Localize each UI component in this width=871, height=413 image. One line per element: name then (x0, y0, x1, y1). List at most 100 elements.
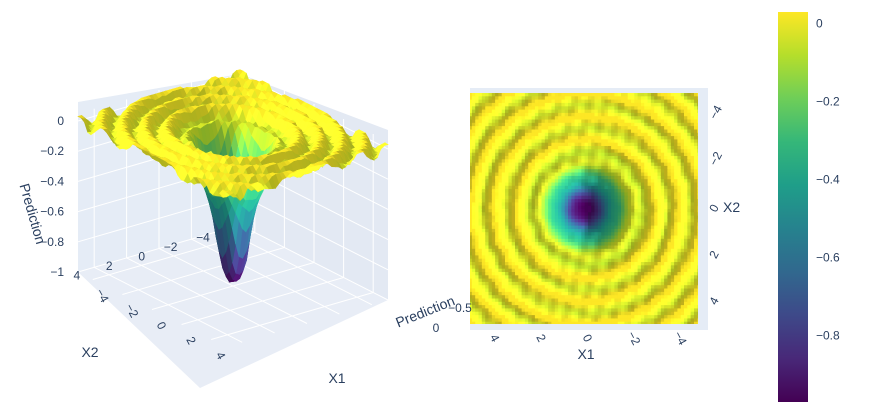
surface-cell (590, 182, 595, 187)
surface-cell (696, 179, 698, 184)
surface-cell (623, 96, 628, 101)
surface-cell (564, 182, 568, 187)
surface-cell (650, 281, 655, 286)
surface-cell (647, 318, 651, 323)
surface-cell (603, 199, 608, 203)
surface-cell (666, 175, 671, 180)
surface-cell (627, 272, 631, 276)
surface-cell (656, 295, 661, 300)
surface-cell (623, 175, 628, 180)
surface-cell (673, 149, 678, 154)
surface-cell (656, 291, 661, 296)
surface-cell (643, 205, 648, 210)
surface-cell (637, 102, 641, 107)
surface-cell (647, 212, 651, 217)
surface-cell (676, 136, 681, 140)
surface-cell (607, 275, 612, 280)
surface-cell (656, 288, 661, 293)
surface-cell (683, 156, 688, 160)
surface-cell (600, 301, 605, 306)
surface-cell (660, 159, 665, 164)
surface-cell (693, 301, 698, 306)
surface-cell (633, 235, 638, 240)
surface-cell (610, 132, 615, 137)
surface-cell (623, 212, 628, 217)
surface-cell (643, 96, 648, 101)
surface-cell (647, 291, 651, 296)
surface-cell (640, 311, 645, 316)
surface-cell (693, 182, 698, 187)
surface-cell (600, 281, 605, 286)
surface-cell (630, 252, 635, 256)
surface-cell (627, 179, 631, 184)
surface-cell (593, 265, 598, 270)
surface-cell (574, 175, 578, 180)
surface-cell (666, 122, 671, 127)
surface-cell (574, 321, 578, 324)
surface-cell (666, 165, 671, 170)
surface-cell (627, 308, 631, 313)
surface-cell (643, 311, 648, 316)
surface-cell (580, 238, 585, 243)
surface-cell (637, 96, 641, 101)
surface-cell (683, 238, 688, 243)
surface-cell (673, 318, 678, 323)
surface-cell (593, 156, 598, 160)
surface-cell (690, 272, 694, 276)
surface-cell (637, 212, 641, 217)
surface-cell (696, 242, 698, 246)
surface-cell (623, 305, 628, 309)
surface-cell (647, 99, 651, 104)
surface-cell (633, 258, 638, 263)
surface-cell (656, 285, 661, 290)
surface-cell (580, 255, 585, 260)
surface-cell (600, 308, 605, 313)
surface-cell (597, 146, 602, 150)
surface-cell (666, 291, 671, 296)
surface-cell (660, 106, 665, 111)
surface-cell (696, 126, 698, 130)
surface-cell (633, 285, 638, 290)
surface-cell (584, 156, 588, 160)
surface-cell (693, 169, 698, 174)
surface-cell (587, 102, 592, 107)
surface-cell (630, 222, 635, 227)
surface-cell (613, 248, 618, 253)
surface-cell (574, 93, 578, 97)
surface-cell (653, 255, 658, 260)
surface-cell (610, 318, 615, 323)
surface-cell (656, 318, 661, 323)
surface-cell (693, 185, 698, 190)
surface-cell (580, 305, 585, 309)
surface-cell (610, 179, 615, 184)
surface-cell (623, 106, 628, 111)
surface-cell (620, 218, 625, 223)
surface-cell (690, 232, 694, 237)
surface-cell (613, 96, 618, 101)
surface-cell (580, 172, 585, 177)
surface-cell (693, 225, 698, 230)
surface-cell (603, 182, 608, 187)
surface-cell (574, 235, 578, 240)
surface-cell (673, 202, 678, 207)
surface-cell (584, 232, 588, 237)
surface-cell (640, 142, 645, 147)
surface-cell (676, 119, 681, 124)
surface-cell (673, 159, 678, 164)
surface-cell (590, 179, 595, 184)
surface-cell (564, 202, 568, 207)
surface-cell (564, 102, 568, 107)
surface-cell (623, 129, 628, 134)
surface-cell (653, 169, 658, 174)
surface-cell (640, 272, 645, 276)
surface-cell (650, 265, 655, 270)
surface-cell (683, 218, 688, 223)
surface-cell (610, 189, 615, 193)
surface-cell (683, 222, 688, 227)
surface-cell (567, 106, 572, 111)
surface-cell (686, 285, 691, 290)
surface-cell (676, 182, 681, 187)
surface-cell (686, 218, 691, 223)
